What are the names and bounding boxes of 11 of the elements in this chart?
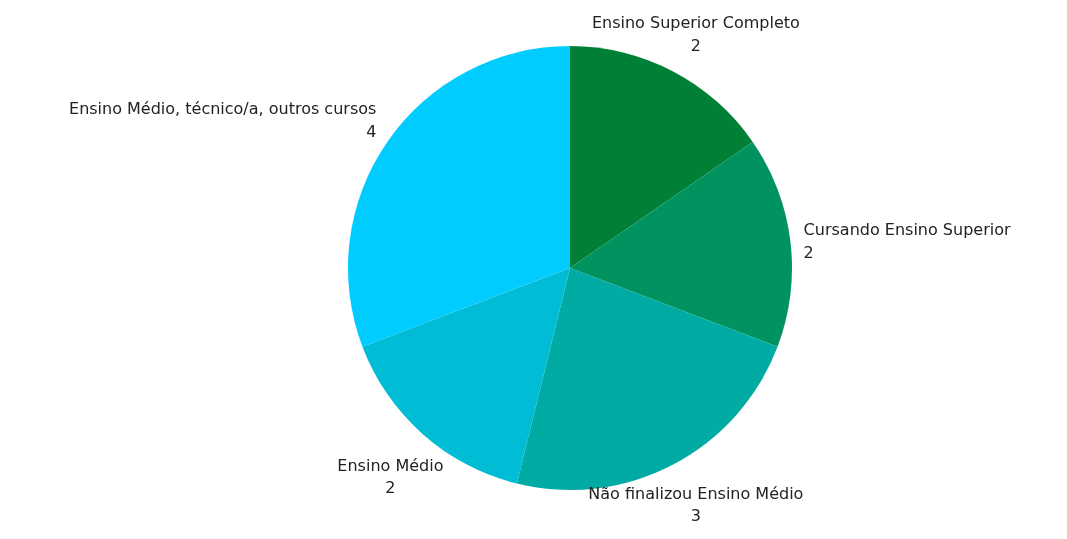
data-label: 4	[366, 121, 377, 141]
data-label: 2	[690, 35, 701, 55]
slice-label: Não finalizou Ensino Médio	[588, 484, 804, 503]
slice-label: Ensino Superior Completo	[591, 13, 800, 33]
slice-label: Ensino Médio	[337, 455, 444, 475]
slice-label: Cursando Ensino Superior	[803, 220, 1011, 240]
data-label: 2	[385, 478, 396, 498]
data-label: 3	[690, 506, 701, 526]
slice-label: Ensino Médio, técnico/a, outros cursos	[69, 99, 377, 119]
data-label: 2	[803, 242, 814, 262]
pie-slice	[570, 141, 792, 347]
